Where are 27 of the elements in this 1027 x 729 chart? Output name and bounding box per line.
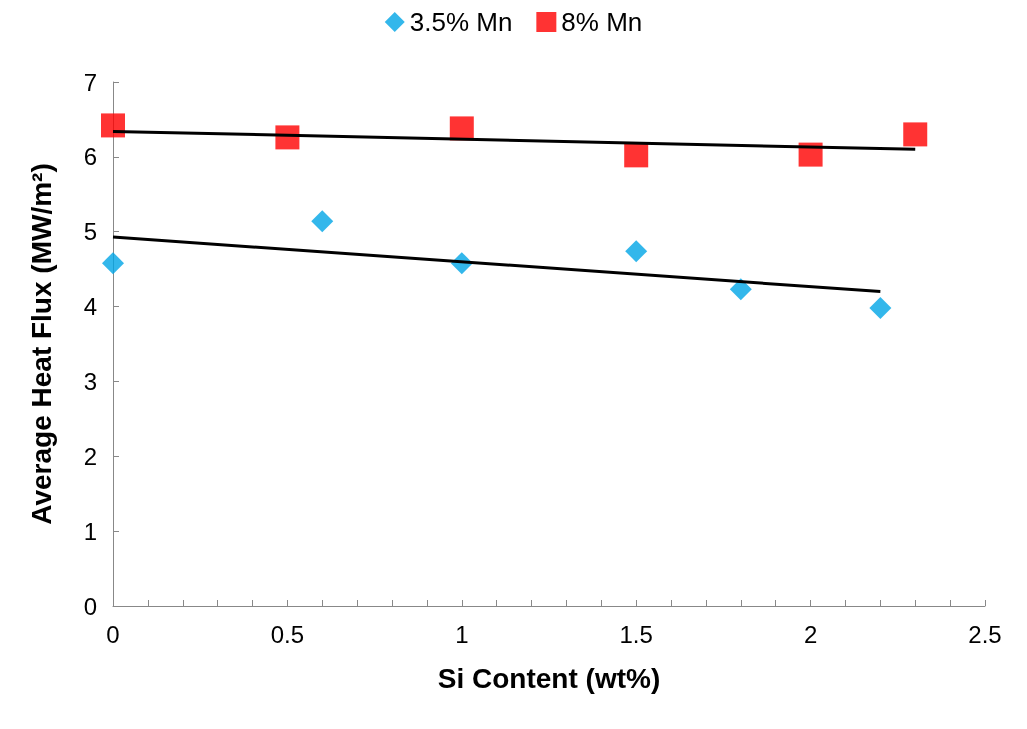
x-tick-label: 2.5 <box>968 620 1002 648</box>
x-axis-title: Si Content (wt%) <box>437 662 661 694</box>
point <box>102 252 124 275</box>
y-tick-label: 3 <box>83 367 97 395</box>
point <box>903 122 928 147</box>
point <box>101 113 125 138</box>
y-tick-label: 4 <box>83 293 97 321</box>
point <box>311 210 334 233</box>
y-axis-title: Average Heat Flux (MW/m²) <box>25 163 57 525</box>
y-tick-label: 6 <box>83 143 97 171</box>
y-tick-label: 5 <box>83 218 97 246</box>
point <box>449 116 474 141</box>
point <box>624 143 649 168</box>
x-tick-label: 2 <box>803 620 818 648</box>
point <box>625 240 648 263</box>
legend-label: 3.5% Mn <box>409 7 513 37</box>
x-tick-label: 0.5 <box>270 620 305 648</box>
point <box>869 297 892 320</box>
y-tick-label: 7 <box>83 68 97 96</box>
x-tick-label: 1.5 <box>619 620 653 648</box>
x-tick-label: 0 <box>106 620 120 648</box>
legend-label: 8% Mn <box>561 7 643 37</box>
y-tick-label: 0 <box>83 592 97 620</box>
y-tick-label: 2 <box>83 442 97 470</box>
y-tick-label: 1 <box>83 517 97 545</box>
point <box>729 278 752 301</box>
x-tick-label: 1 <box>455 620 469 648</box>
